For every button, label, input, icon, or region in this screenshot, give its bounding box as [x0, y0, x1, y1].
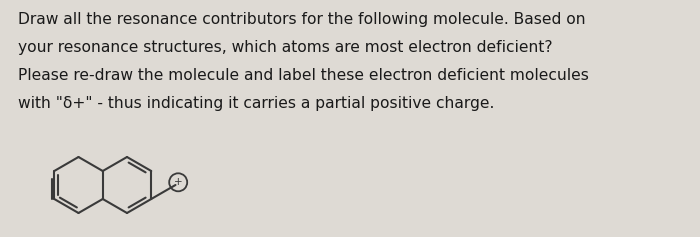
- Text: Please re-draw the molecule and label these electron deficient molecules: Please re-draw the molecule and label th…: [18, 68, 589, 83]
- Text: Draw all the resonance contributors for the following molecule. Based on: Draw all the resonance contributors for …: [18, 12, 586, 27]
- Text: your resonance structures, which atoms are most electron deficient?: your resonance structures, which atoms a…: [18, 40, 552, 55]
- Text: with "δ+" - thus indicating it carries a partial positive charge.: with "δ+" - thus indicating it carries a…: [18, 96, 494, 111]
- Text: +: +: [174, 177, 183, 187]
